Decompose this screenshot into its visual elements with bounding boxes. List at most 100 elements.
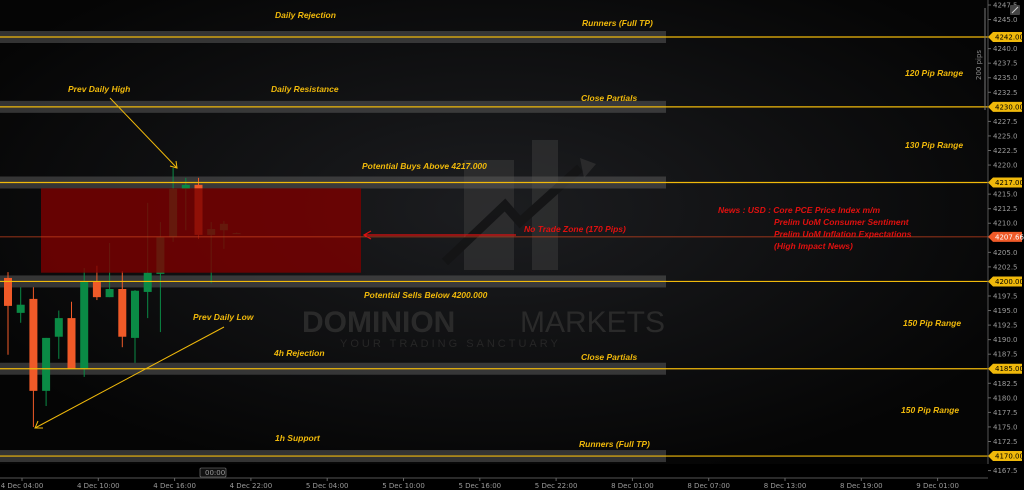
candle[interactable] <box>54 310 63 359</box>
label-daily-resistance: Daily Resistance <box>271 84 339 94</box>
candle[interactable] <box>118 270 127 348</box>
level-price-tag <box>988 276 1022 287</box>
prev-daily-low-arrow <box>34 326 225 429</box>
x-tick-label: 4 Dec 22:00 <box>230 482 273 490</box>
candle[interactable] <box>29 287 38 427</box>
label-prev-daily-high: Prev Daily High <box>68 84 130 94</box>
y-tick-label: 4167.5 <box>993 467 1018 475</box>
candle-body <box>29 298 38 391</box>
y-tick-label: 4227.5 <box>993 118 1018 126</box>
level-price-label: 4242.00 <box>995 34 1024 42</box>
level-price-tag <box>988 101 1022 112</box>
news-line-4: (High Impact News) <box>774 241 853 251</box>
y-tick-label: 4182.5 <box>993 380 1018 388</box>
y-tick-label: 4232.5 <box>993 89 1018 97</box>
label-range-120: 120 Pip Range <box>905 68 963 78</box>
y-tick-label: 4212.5 <box>993 205 1018 213</box>
candle-body <box>16 304 25 313</box>
svg-text:00:00: 00:00 <box>205 469 225 477</box>
crosshair-time-marker: 00:00 <box>199 467 227 478</box>
time-axis[interactable]: 4 Dec 04:00 4 Dec 10:00 4 Dec 16:00 4 Dec 2… <box>1 478 959 490</box>
candle[interactable] <box>4 272 12 355</box>
candle[interactable] <box>80 268 89 377</box>
label-daily-rejection: Daily Rejection <box>275 10 336 20</box>
label-runners-bottom: Runners (Full TP) <box>579 439 650 449</box>
label-runners-top: Runners (Full TP) <box>582 18 653 28</box>
level-price-tag <box>988 451 1022 462</box>
y-tick-label: 4172.5 <box>993 438 1018 446</box>
label-potential-buys: Potential Buys Above 4217.000 <box>362 161 487 171</box>
x-tick-label: 8 Dec 07:00 <box>687 482 730 490</box>
label-range-130: 130 Pip Range <box>905 140 963 150</box>
candle-body <box>42 337 51 391</box>
label-close-partials-bottom: Close Partials <box>581 352 637 362</box>
candle-body <box>54 318 63 337</box>
watermark-tagline: YOUR TRADING SANCTUARY <box>340 338 561 350</box>
candle-body <box>67 318 76 369</box>
level-price-label: 4217.00 <box>995 179 1024 187</box>
y-tick-label: 4187.5 <box>993 351 1018 359</box>
candle-body <box>80 282 89 369</box>
x-tick-label: 5 Dec 04:00 <box>306 482 349 490</box>
label-range-150-b: 150 Pip Range <box>901 405 959 415</box>
y-tick-label: 4202.5 <box>993 263 1018 271</box>
label-1h-support: 1h Support <box>275 433 321 443</box>
label-no-trade-zone: No Trade Zone (170 Pips) <box>524 224 626 234</box>
x-tick-label: 4 Dec 10:00 <box>77 482 120 490</box>
edit-icon[interactable] <box>1010 5 1020 15</box>
x-tick-label: 5 Dec 22:00 <box>535 482 578 490</box>
level-price-tag <box>988 363 1022 374</box>
price-axis[interactable]: 4242.00 4230.00 4217.00 4200.00 4185.00 4170.… <box>988 1 1024 475</box>
y-tick-label: 4205.0 <box>993 249 1018 257</box>
y-tick-label: 4240.0 <box>993 45 1018 53</box>
level-price-tag <box>988 32 1022 42</box>
level-price-tag <box>988 177 1022 188</box>
news-line-2: Prelim UoM Consumer Sentiment <box>774 217 910 227</box>
range-measure: 200 pips <box>975 8 986 110</box>
candle[interactable] <box>16 287 25 323</box>
x-tick-label: 5 Dec 16:00 <box>458 482 501 490</box>
x-tick-label: 4 Dec 16:00 <box>153 482 196 490</box>
y-tick-label: 4237.5 <box>993 60 1018 68</box>
news-line-3: Prelim UoM Inflation Expectations <box>774 229 912 239</box>
range-measure-label: 200 pips <box>975 50 983 80</box>
candle-body <box>4 277 12 306</box>
y-tick-label: 4195.0 <box>993 307 1018 315</box>
candle[interactable] <box>67 301 76 369</box>
level-price-label: 4230.00 <box>995 103 1024 111</box>
prev-daily-high-arrow <box>109 97 178 169</box>
label-prev-daily-low: Prev Daily Low <box>193 312 255 322</box>
y-tick-label: 4247.5 <box>993 1 1018 9</box>
level-price-label: 4200.00 <box>995 278 1024 286</box>
y-tick-label: 4215.0 <box>993 191 1018 199</box>
label-4h-rejection: 4h Rejection <box>273 348 325 358</box>
y-tick-label: 4235.0 <box>993 74 1018 82</box>
x-tick-label: 8 Dec 13:00 <box>764 482 807 490</box>
current-price-label: 4207.66 <box>995 233 1024 241</box>
x-tick-label: 8 Dec 01:00 <box>611 482 654 490</box>
candle-body <box>131 290 139 338</box>
level-price-label: 4185.00 <box>995 365 1024 373</box>
level-price-label: 4170.00 <box>995 453 1024 461</box>
x-tick-label: 4 Dec 04:00 <box>1 482 44 490</box>
y-tick-label: 4175.0 <box>993 423 1018 431</box>
label-close-partials-top: Close Partials <box>581 93 637 103</box>
y-tick-label: 4210.0 <box>993 220 1018 228</box>
no-trade-zone-arrow <box>362 230 516 240</box>
watermark-brand-light: MARKETS <box>520 306 665 339</box>
y-tick-label: 4222.5 <box>993 147 1018 155</box>
y-tick-label: 4190.0 <box>993 336 1018 344</box>
x-tick-label: 8 Dec 19:00 <box>840 482 883 490</box>
candle-body <box>118 289 127 337</box>
y-tick-label: 4177.5 <box>993 409 1018 417</box>
x-tick-label: 5 Dec 10:00 <box>382 482 425 490</box>
news-line-1: News : USD : Core PCE Price Index m/m <box>718 205 880 215</box>
no-trade-zone-box[interactable] <box>41 188 361 273</box>
candle-body <box>105 289 114 298</box>
candle[interactable] <box>42 337 51 406</box>
watermark-brand-bold: DOMINION <box>302 306 455 339</box>
candle[interactable] <box>131 290 139 363</box>
y-tick-label: 4220.0 <box>993 162 1018 170</box>
label-potential-sells: Potential Sells Below 4200.000 <box>364 290 488 300</box>
